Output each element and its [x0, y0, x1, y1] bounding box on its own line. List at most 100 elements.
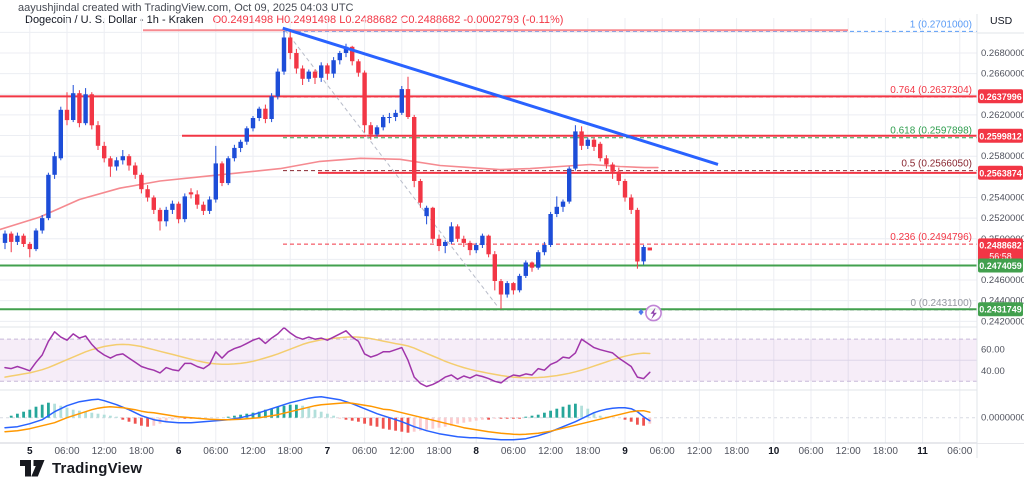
macd-histogram-bar — [518, 417, 521, 419]
candle — [492, 254, 497, 281]
macd-histogram-bar — [530, 415, 534, 418]
macd-histogram-bar — [171, 417, 174, 420]
macd-histogram-bar — [146, 417, 149, 427]
candle — [343, 46, 349, 53]
candle — [418, 181, 423, 203]
candle — [300, 68, 305, 79]
candle — [554, 206, 559, 214]
candle — [368, 125, 373, 135]
candle — [319, 65, 324, 78]
candle — [95, 125, 101, 146]
macd-histogram-bar — [295, 404, 298, 418]
macd-histogram-bar — [47, 402, 50, 418]
price-axis-unit: USD — [990, 15, 1013, 27]
time-tick-label: 10 — [768, 446, 780, 457]
candle — [294, 53, 299, 69]
candle — [536, 252, 541, 268]
sparkle-icon — [638, 309, 644, 316]
candle — [257, 108, 262, 118]
time-tick-label: 8 — [473, 446, 479, 457]
tradingview-mark-icon — [20, 460, 45, 477]
symbol-title[interactable]: Dogecoin / U. S. Dollar - 1h - Kraken — [25, 14, 204, 26]
macd-histogram-bar — [301, 405, 304, 418]
price-badge-0.2637996: 0.2637996 — [978, 89, 1023, 104]
macd-histogram-bar — [133, 417, 137, 424]
macd-histogram-bar — [22, 411, 25, 418]
macd-histogram-bar — [468, 417, 472, 422]
descending-trendline[interactable] — [282, 26, 719, 166]
candle — [629, 197, 634, 210]
time-tick-label: 12:00 — [92, 446, 117, 457]
macd-histogram-bar — [549, 410, 552, 418]
candle — [164, 209, 169, 222]
candle — [250, 118, 256, 129]
macd-histogram-bar — [505, 417, 509, 419]
time-tick-label: 18:00 — [575, 446, 600, 457]
candle — [331, 60, 336, 74]
candle — [455, 226, 460, 239]
macd-histogram-bar — [592, 412, 596, 418]
candle — [89, 94, 94, 126]
candle — [238, 141, 243, 148]
macd-histogram-bar — [164, 417, 168, 422]
candle — [151, 197, 156, 210]
price-badge-0.2474059: 0.2474059 — [978, 258, 1023, 273]
macd-histogram-bar — [524, 416, 528, 418]
time-tick-label: 5 — [27, 446, 33, 457]
fib-label: 0.764 (0.2637304) — [890, 85, 972, 96]
candle — [102, 145, 107, 159]
macd-histogram-bar — [307, 407, 311, 418]
candle — [71, 93, 76, 120]
macd-histogram-bar — [431, 417, 435, 429]
candle — [399, 89, 404, 113]
macd-histogram-bar — [40, 404, 44, 418]
macd-histogram-bar — [102, 414, 106, 418]
macd-histogram-bar — [183, 417, 187, 419]
candle — [244, 128, 249, 142]
time-tick-label: 06:00 — [352, 446, 377, 457]
lightning-sticker-icon[interactable] — [638, 304, 662, 322]
candle — [170, 203, 175, 210]
rsi-tick-label: 40.00 — [981, 366, 1005, 377]
price-tick-label: 0.2680000 — [981, 48, 1024, 59]
candle — [393, 112, 398, 117]
time-tick-label: 12:00 — [538, 446, 563, 457]
macd-histogram-bar — [313, 409, 317, 418]
svg-text:0.2599812: 0.2599812 — [979, 131, 1022, 141]
time-tick-label: 06:00 — [798, 446, 823, 457]
macd-histogram-bar — [350, 417, 354, 421]
macd-histogram-bar — [456, 417, 459, 424]
macd-histogram-bar — [375, 417, 379, 427]
macd-histogram-bar — [71, 409, 75, 418]
candle — [443, 241, 448, 246]
macd-histogram-bar — [381, 417, 385, 429]
time-tick-label: 18:00 — [724, 446, 749, 457]
candle — [641, 247, 646, 262]
candle — [126, 156, 132, 166]
macd-histogram-bar — [59, 405, 63, 418]
macd-histogram-bar — [233, 415, 236, 418]
candle — [21, 235, 26, 244]
macd-histogram-bar — [34, 406, 38, 418]
macd-histogram-bar — [499, 417, 503, 419]
macd-histogram-bar — [226, 416, 230, 418]
macd-histogram-bar — [462, 417, 466, 423]
price-badge-0.2599812: 0.2599812 — [978, 128, 1023, 143]
tradingview-logo-text: TradingView — [52, 460, 143, 477]
attribution-watermark: aayushjindal created with TradingView.co… — [18, 2, 354, 14]
macd-histogram-bar — [412, 417, 416, 432]
moving-average-line — [0, 157, 659, 231]
tradingview-logo[interactable]: TradingView — [20, 460, 142, 477]
macd-histogram-bar — [115, 416, 118, 418]
price-axis-bg[interactable] — [977, 14, 1024, 443]
candle — [529, 262, 535, 268]
macd-histogram-bar — [443, 417, 447, 427]
candle — [449, 226, 454, 242]
candle — [83, 94, 88, 124]
candle — [542, 245, 547, 253]
time-tick-label: 18:00 — [278, 446, 303, 457]
macd-histogram-bar — [561, 406, 565, 418]
